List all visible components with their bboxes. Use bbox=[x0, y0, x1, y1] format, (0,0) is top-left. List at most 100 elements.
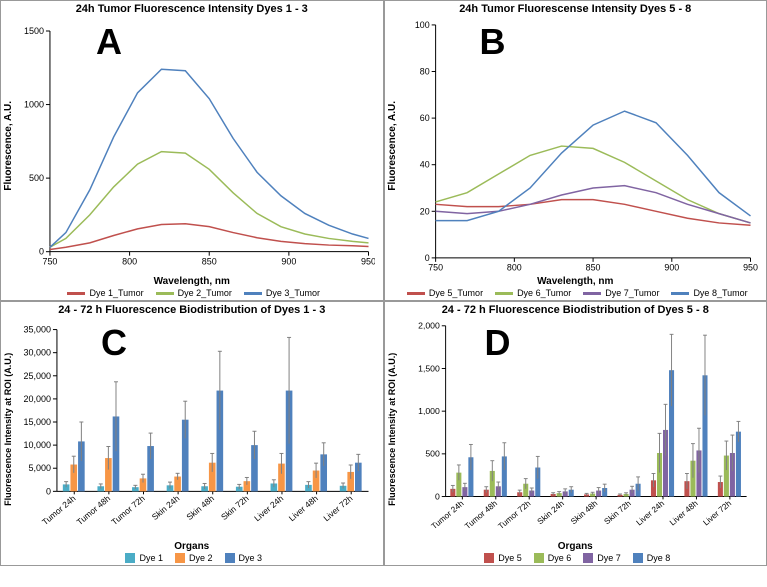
legend-swatch bbox=[156, 292, 174, 295]
panel-d: 24 - 72 h Fluorescence Biodistribution o… bbox=[384, 301, 767, 566]
legend-swatch bbox=[534, 553, 544, 563]
svg-text:0: 0 bbox=[46, 486, 51, 496]
svg-text:500: 500 bbox=[425, 448, 440, 458]
figure-grid: 24h Tumor Fluorescence Intensity Dyes 1 … bbox=[0, 0, 767, 557]
svg-text:20,000: 20,000 bbox=[24, 394, 51, 404]
svg-text:25,000: 25,000 bbox=[24, 370, 51, 380]
legend-item: Dye 8_Tumor bbox=[667, 288, 747, 298]
svg-text:60: 60 bbox=[419, 113, 429, 123]
legend-item: Dye 7 bbox=[579, 553, 621, 563]
legend-swatch bbox=[244, 292, 262, 295]
legend-swatch bbox=[583, 553, 593, 563]
svg-text:Skin 72h: Skin 72h bbox=[219, 493, 251, 522]
legend-swatch bbox=[225, 553, 235, 563]
panel-a-ylabel: Fluorescence, A.U. bbox=[1, 15, 16, 276]
panel-a: 24h Tumor Fluorescence Intensity Dyes 1 … bbox=[0, 0, 384, 301]
svg-text:15,000: 15,000 bbox=[24, 417, 51, 427]
svg-text:Skin 24h: Skin 24h bbox=[150, 493, 182, 522]
svg-text:Tumor 24h: Tumor 24h bbox=[40, 493, 78, 527]
panel-b-xlabel: Wavelength, nm bbox=[385, 276, 767, 287]
panel-a-xlabel: Wavelength, nm bbox=[1, 276, 383, 287]
svg-text:0: 0 bbox=[39, 247, 44, 257]
panel-a-legend: Dye 1_Tumor Dye 2_Tumor Dye 3_Tumor bbox=[1, 287, 383, 300]
svg-text:Liver 72h: Liver 72h bbox=[701, 498, 733, 527]
legend-item: Dye 6_Tumor bbox=[491, 288, 571, 298]
legend-item: Dye 1_Tumor bbox=[63, 288, 143, 298]
legend-swatch bbox=[125, 553, 135, 563]
legend-item: Dye 7_Tumor bbox=[579, 288, 659, 298]
svg-text:Tumor 72h: Tumor 72h bbox=[496, 498, 532, 530]
svg-text:10,000: 10,000 bbox=[24, 440, 51, 450]
svg-text:850: 850 bbox=[202, 257, 217, 267]
panel-c-legend: Dye 1Dye 2Dye 3 bbox=[1, 552, 383, 566]
svg-text:5,000: 5,000 bbox=[28, 463, 50, 473]
legend-swatch bbox=[495, 292, 513, 295]
svg-text:100: 100 bbox=[414, 20, 429, 30]
panel-a-title: 24h Tumor Fluorescence Intensity Dyes 1 … bbox=[1, 1, 383, 15]
svg-text:Tumor 24h: Tumor 24h bbox=[429, 498, 465, 530]
svg-text:800: 800 bbox=[506, 263, 521, 273]
svg-text:30,000: 30,000 bbox=[24, 347, 51, 357]
svg-text:500: 500 bbox=[29, 173, 44, 183]
svg-text:1000: 1000 bbox=[24, 100, 44, 110]
panel-c-ylabel: Fluorescence Intensity at ROI (A.U.) bbox=[1, 316, 15, 543]
svg-text:Liver 72h: Liver 72h bbox=[321, 493, 354, 523]
panel-d-ylabel: Fluorescence Intensity at ROI (A.U.) bbox=[385, 316, 399, 543]
panel-b-ylabel: Fluorescence, A.U. bbox=[385, 15, 400, 276]
legend-item: Dye 5_Tumor bbox=[403, 288, 483, 298]
svg-text:Skin 24h: Skin 24h bbox=[535, 498, 566, 526]
svg-text:2,000: 2,000 bbox=[418, 320, 440, 330]
panel-d-legend: Dye 5 Dye 6 Dye 7 Dye 8 bbox=[385, 552, 767, 566]
legend-item: Dye 2 bbox=[171, 553, 213, 563]
legend-item: Dye 6 bbox=[530, 553, 572, 563]
panel-a-plot: 0 500 1000 1500 750 800 850 900 950 bbox=[16, 19, 375, 276]
panel-c-plot: 0 5,000 10,000 15,000 20,000 25,000 30,000 35,0… bbox=[15, 320, 375, 543]
panel-d-title: 24 - 72 h Fluorescence Biodistribution o… bbox=[385, 302, 767, 316]
legend-swatch bbox=[407, 292, 425, 295]
panel-c-title: 24 - 72 h Fluorescence Biodistribution o… bbox=[1, 302, 383, 316]
legend-swatch bbox=[175, 553, 185, 563]
legend-item: Dye 8 bbox=[629, 553, 671, 563]
svg-text:900: 900 bbox=[281, 257, 296, 267]
svg-text:Tumor 48h: Tumor 48h bbox=[463, 498, 499, 530]
panel-c: 24 - 72 h Fluorescence Biodistribution o… bbox=[0, 301, 384, 566]
svg-text:Liver 24h: Liver 24h bbox=[252, 493, 285, 523]
svg-text:850: 850 bbox=[585, 263, 600, 273]
panel-b-legend: Dye 5_Tumor Dye 6_Tumor Dye 7_Tumor Dye 8_T… bbox=[385, 287, 767, 300]
svg-text:750: 750 bbox=[42, 257, 57, 267]
svg-text:Tumor 48h: Tumor 48h bbox=[75, 493, 113, 527]
legend-item: Dye 3_Tumor bbox=[240, 288, 320, 298]
legend-swatch bbox=[484, 553, 494, 563]
svg-text:0: 0 bbox=[435, 491, 440, 501]
svg-text:Skin 72h: Skin 72h bbox=[602, 498, 633, 526]
svg-text:Liver 24h: Liver 24h bbox=[634, 498, 666, 527]
svg-text:Liver 48h: Liver 48h bbox=[668, 498, 700, 527]
panel-b: 24h Tumor Fluorescense Intensity Dyes 5 … bbox=[384, 0, 767, 301]
legend-item: Dye 2_Tumor bbox=[152, 288, 232, 298]
svg-text:40: 40 bbox=[419, 160, 429, 170]
panel-d-plot: 0 500 1,000 1,500 2,000 Tumor 24hTumor 48hTum… bbox=[399, 320, 759, 543]
svg-text:Liver 48h: Liver 48h bbox=[287, 493, 320, 523]
svg-text:750: 750 bbox=[428, 263, 443, 273]
svg-text:80: 80 bbox=[419, 66, 429, 76]
svg-text:Skin 48h: Skin 48h bbox=[569, 498, 600, 526]
panel-b-title: 24h Tumor Fluorescense Intensity Dyes 5 … bbox=[385, 1, 767, 15]
svg-text:35,000: 35,000 bbox=[24, 324, 51, 334]
legend-item: Dye 5 bbox=[480, 553, 522, 563]
legend-swatch bbox=[633, 553, 643, 563]
svg-text:Skin 48h: Skin 48h bbox=[184, 493, 216, 522]
svg-text:900: 900 bbox=[664, 263, 679, 273]
panel-b-plot: 020406080100750800850900950 bbox=[400, 19, 759, 276]
svg-text:1,500: 1,500 bbox=[418, 363, 440, 373]
svg-text:1,000: 1,000 bbox=[418, 406, 440, 416]
svg-text:950: 950 bbox=[743, 263, 758, 273]
legend-swatch bbox=[583, 292, 601, 295]
svg-text:1500: 1500 bbox=[24, 26, 44, 36]
svg-text:Tumor 72h: Tumor 72h bbox=[109, 493, 147, 527]
legend-swatch bbox=[67, 292, 85, 295]
svg-text:800: 800 bbox=[122, 257, 137, 267]
svg-text:20: 20 bbox=[419, 206, 429, 216]
legend-swatch bbox=[671, 292, 689, 295]
legend-item: Dye 1 bbox=[121, 553, 163, 563]
svg-text:950: 950 bbox=[361, 257, 374, 267]
